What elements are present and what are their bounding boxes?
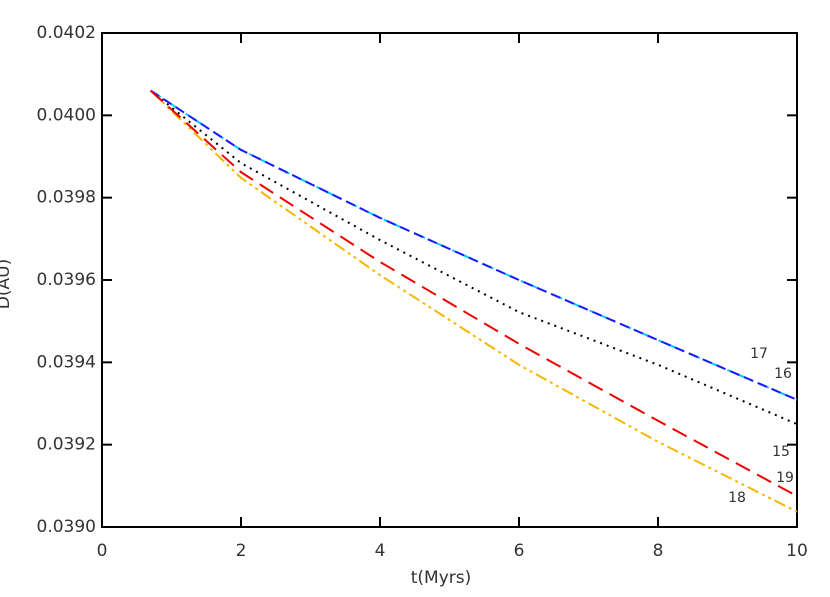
x-tick-label: 6 — [514, 541, 525, 561]
y-tick-label: 0.0402 — [37, 23, 96, 43]
y-tick-label: 0.0396 — [37, 270, 96, 290]
line-end-label: 18 — [728, 490, 746, 506]
y-tick-label: 0.0392 — [37, 435, 96, 455]
line-end-label: 19 — [776, 470, 794, 486]
y-tick-label: 0.0398 — [37, 188, 96, 208]
series-line — [150, 89, 798, 401]
line-end-label: 16 — [774, 366, 792, 382]
y-tick-label: 0.0400 — [37, 105, 96, 125]
x-tick-label: 10 — [786, 541, 808, 561]
x-tick-label: 4 — [375, 541, 386, 561]
line-end-label: 15 — [772, 444, 790, 460]
series-line — [150, 89, 798, 426]
x-axis-label: t(Myrs) — [411, 568, 472, 588]
x-tick-label: 8 — [653, 541, 664, 561]
x-tick-label: 0 — [97, 541, 108, 561]
x-tick-label: 2 — [236, 541, 247, 561]
plot-frame — [101, 32, 798, 528]
line-end-label: 17 — [750, 346, 768, 362]
series-line — [150, 89, 798, 401]
series-line — [149, 89, 798, 513]
y-tick-label: 0.0390 — [37, 517, 96, 537]
series-line — [149, 89, 798, 498]
y-tick-label: 0.0394 — [37, 352, 96, 372]
y-axis-label: D(AU) — [0, 259, 14, 309]
